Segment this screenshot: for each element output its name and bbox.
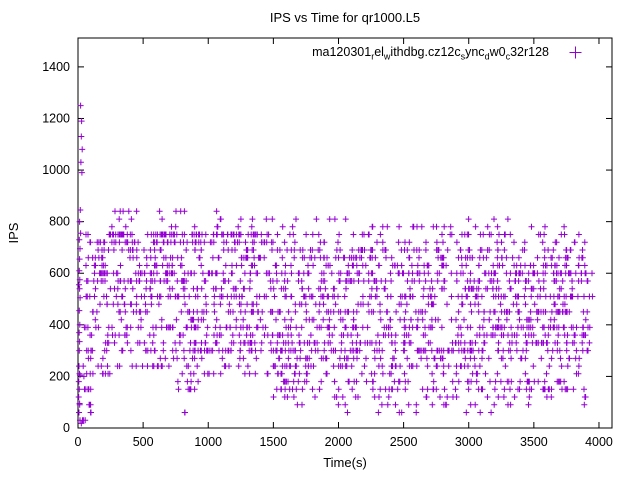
- legend-series-label: ma120301relwithdbg.cz12csyncdw0c32r128: [312, 45, 549, 62]
- svg-text:1000: 1000: [42, 163, 70, 177]
- svg-text:400: 400: [49, 318, 70, 332]
- svg-text:4000: 4000: [585, 435, 613, 449]
- svg-text:600: 600: [49, 266, 70, 280]
- svg-text:2500: 2500: [390, 435, 418, 449]
- svg-text:800: 800: [49, 215, 70, 229]
- svg-text:1200: 1200: [42, 111, 70, 125]
- svg-text:200: 200: [49, 369, 70, 383]
- svg-text:0: 0: [75, 435, 82, 449]
- legend-plus-marker-icon: [569, 46, 582, 58]
- svg-text:2000: 2000: [325, 435, 353, 449]
- legend: ma120301relwithdbg.cz12csyncdw0c32r128: [312, 45, 582, 62]
- svg-text:1500: 1500: [259, 435, 287, 449]
- svg-text:0: 0: [63, 421, 70, 435]
- svg-text:3500: 3500: [520, 435, 548, 449]
- x-axis-label: Time(s): [323, 455, 367, 470]
- svg-text:1000: 1000: [194, 435, 222, 449]
- chart-title: IPS vs Time for qr1000.L5: [269, 10, 421, 25]
- svg-text:3000: 3000: [455, 435, 483, 449]
- svg-text:500: 500: [133, 435, 154, 449]
- svg-text:1400: 1400: [42, 60, 70, 74]
